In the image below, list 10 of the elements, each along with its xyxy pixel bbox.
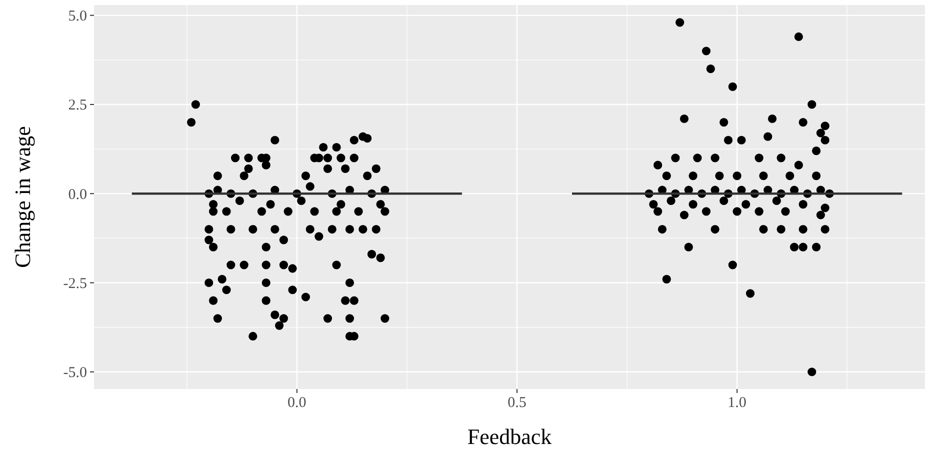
y-tick-label: -5.0 <box>63 365 87 382</box>
y-tick-label: 5.0 <box>68 8 87 25</box>
y-axis-title: Change in wage <box>10 126 35 268</box>
x-tick-label: 0.5 <box>508 395 526 411</box>
y-tick-label: 2.5 <box>68 98 87 114</box>
y-tick-label: 0.0 <box>68 186 87 203</box>
x-axis-title: Feedback <box>467 424 552 449</box>
x-tick-label: 0.0 <box>288 395 306 411</box>
y-tick-label: -2.5 <box>63 276 87 292</box>
x-tick-label: 1.0 <box>728 395 746 411</box>
